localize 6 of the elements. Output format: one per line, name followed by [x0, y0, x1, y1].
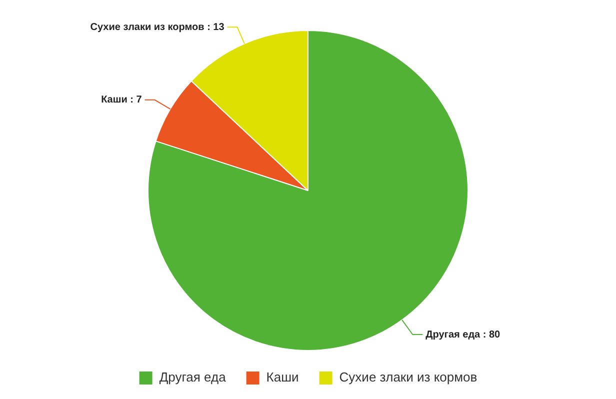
category-label: Сухие злаки из кормов : 13 [90, 22, 224, 33]
legend-label: Другая еда [159, 370, 227, 385]
category-label: Каши : 7 [101, 94, 142, 106]
category-label: Другая еда : 80 [426, 329, 500, 340]
legend-label: Сухие злаки из кормов [339, 370, 478, 385]
legend-label: Каши [266, 370, 299, 385]
